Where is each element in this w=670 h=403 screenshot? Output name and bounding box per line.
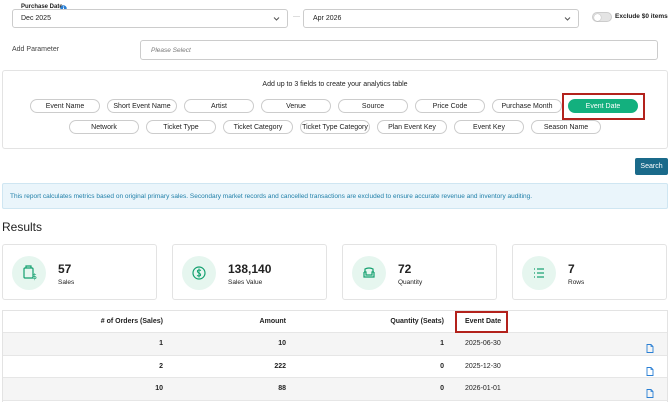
table-row: 1 10 1 2025-06-30 — [3, 333, 667, 356]
field-chip[interactable]: Short Event Name — [107, 99, 177, 113]
fields-panel — [2, 70, 668, 149]
field-chip[interactable]: Artist — [184, 99, 254, 113]
exclude-label: Exclude $0 items — [615, 13, 668, 20]
parameter-label: Add Parameter — [12, 46, 60, 53]
field-chip[interactable]: Network — [69, 120, 139, 134]
fields-instruction: Add up to 3 fields to create your analyt… — [262, 81, 408, 88]
table-header: # of Orders (Sales) Amount Quantity (Seats… — [3, 311, 667, 333]
field-chip[interactable]: Event Name — [30, 99, 100, 113]
stat-value: 7 — [568, 262, 575, 276]
table-cell: 0 — [440, 385, 444, 393]
stat-card: 138,140 Sales Value — [172, 244, 327, 300]
chevron — [273, 17, 280, 21]
table-cell: 88 — [278, 385, 286, 393]
field-chip[interactable]: Ticket Category — [223, 120, 293, 134]
table-cell: 1 — [159, 340, 163, 348]
column-header: # of Orders (Sales) — [100, 318, 163, 325]
column-header: Amount — [259, 318, 286, 325]
stat-card: $57 Sales — [2, 244, 157, 300]
stat-value: 72 — [398, 262, 412, 276]
field-chip[interactable]: Event Date — [568, 99, 638, 113]
field-chip[interactable]: Ticket Type Category — [300, 120, 370, 134]
download-icon[interactable] — [646, 385, 654, 398]
icon-glyph — [363, 267, 375, 278]
notice-text: This report calculates metrics based on … — [10, 193, 533, 200]
stat-card: 7 Rows — [512, 244, 667, 300]
stat-label: Sales Value — [228, 279, 263, 286]
table-cell: 10 — [155, 385, 163, 393]
field-chip[interactable]: Season Name — [531, 120, 601, 134]
exclude-toggle[interactable] — [592, 12, 612, 22]
file-glyph — [646, 344, 654, 353]
parameter-input[interactable]: Please Select — [140, 40, 658, 60]
highlight-box — [455, 311, 508, 333]
separator: — — [293, 13, 300, 20]
chevron — [564, 17, 571, 21]
stat-label: Rows — [568, 279, 585, 286]
start-value: Dec 2025 — [21, 15, 51, 22]
field-chip[interactable]: Purchase Month — [492, 99, 562, 113]
purchase-date-label: Purchase Date — [21, 4, 63, 10]
stat-icon — [522, 256, 556, 290]
stat-value: 138,140 — [228, 262, 272, 276]
field-chip[interactable]: Price Code — [415, 99, 485, 113]
icon-glyph: $ — [23, 265, 37, 281]
field-chip[interactable]: Plan Event Key — [377, 120, 447, 134]
stat-icon — [352, 256, 386, 290]
table-cell: 10 — [278, 340, 286, 348]
file-glyph — [646, 389, 654, 398]
icon-glyph — [534, 268, 544, 278]
table-cell: 2025-06-30 — [465, 340, 501, 348]
table-cell: 2025-12-30 — [465, 362, 501, 370]
download-icon[interactable] — [646, 363, 654, 376]
stat-label: Sales — [58, 279, 75, 286]
stat-icon: $ — [12, 256, 46, 290]
field-chip[interactable]: Event Key — [454, 120, 524, 134]
highlight-box — [562, 93, 645, 120]
toggle-knob — [594, 14, 601, 21]
table-cell: 1 — [440, 340, 444, 348]
parameter-placeholder: Please Select — [151, 47, 191, 54]
download-icon[interactable] — [646, 340, 654, 353]
results-title: Results — [2, 220, 43, 234]
stat-value: 57 — [58, 262, 72, 276]
results-table: # of Orders (Sales) Amount Quantity (Seats… — [2, 310, 668, 402]
svg-text:$: $ — [32, 272, 37, 281]
field-chip[interactable]: Source — [338, 99, 408, 113]
end-dropdown[interactable]: Apr 2026 — [303, 9, 579, 28]
end-value: Apr 2026 — [313, 15, 342, 22]
start-dropdown[interactable]: Dec 2025 — [12, 9, 288, 28]
stat-label: Quantity — [398, 279, 423, 286]
table-row: 2 222 0 2025-12-30 — [3, 355, 667, 378]
field-chip[interactable]: Venue — [261, 99, 331, 113]
column-header: Event Date — [465, 318, 502, 325]
table-cell: 222 — [274, 362, 286, 370]
table-row: 10 88 0 2026-01-01 — [3, 378, 667, 401]
file-glyph — [646, 366, 654, 376]
field-chip[interactable]: Ticket Type — [146, 120, 216, 134]
table-cell: 0 — [440, 362, 444, 370]
stat-card: 72 Quantity — [342, 244, 497, 300]
icon-glyph — [192, 266, 206, 280]
column-header: Quantity (Seats) — [390, 318, 444, 325]
table-cell: 2026-01-01 — [465, 385, 501, 393]
search-button[interactable]: Search — [635, 158, 668, 175]
table-cell: 2 — [159, 362, 163, 370]
notice-banner: This report calculates metrics based on … — [2, 183, 668, 209]
stat-icon — [182, 256, 216, 290]
